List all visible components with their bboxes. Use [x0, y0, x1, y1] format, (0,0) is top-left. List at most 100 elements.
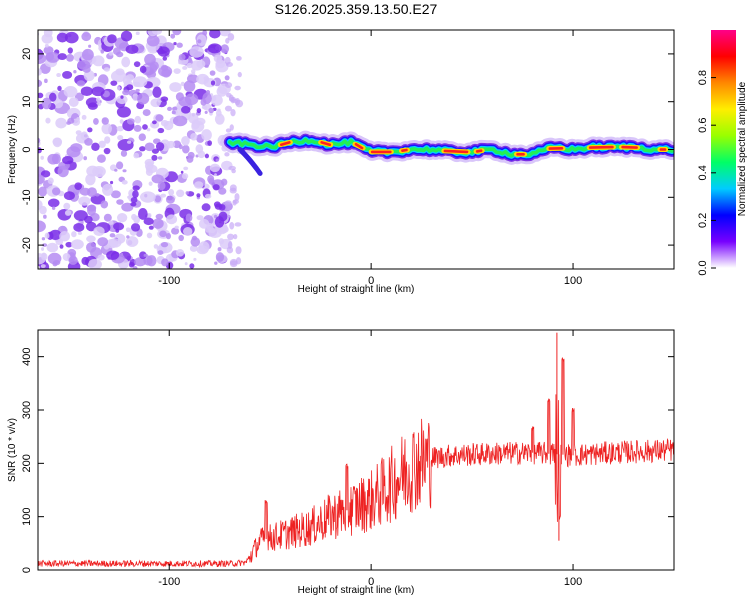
- noise-blob: [210, 80, 216, 86]
- noise-blob: [126, 140, 132, 144]
- noise-blob: [52, 260, 61, 266]
- noise-blob: [101, 117, 109, 125]
- noise-blob: [183, 80, 196, 93]
- noise-blob: [224, 200, 232, 205]
- noise-blob: [73, 70, 77, 74]
- noise-blob: [204, 64, 209, 68]
- noise-blob: [71, 239, 84, 250]
- noise-blob: [126, 235, 130, 239]
- noise-blob: [174, 225, 179, 230]
- noise-blob: [166, 140, 176, 149]
- noise-blob: [85, 173, 96, 186]
- noise-blob: [82, 66, 91, 73]
- noise-blob: [152, 218, 164, 229]
- snr-xtick-label: 100: [564, 576, 582, 588]
- noise-blob: [122, 169, 127, 173]
- noise-blob: [234, 85, 241, 91]
- noise-blob: [224, 56, 231, 65]
- noise-blob: [76, 80, 86, 87]
- noise-blob: [43, 30, 53, 38]
- noise-blob: [38, 137, 41, 144]
- noise-blob: [103, 147, 111, 155]
- noise-blob: [232, 98, 239, 104]
- noise-blob: [185, 213, 193, 222]
- noise-blob: [52, 187, 61, 196]
- noise-blob: [160, 193, 167, 198]
- noise-blob: [62, 70, 73, 79]
- noise-blob: [116, 161, 124, 170]
- noise-blob: [83, 70, 95, 82]
- noise-blob: [121, 56, 131, 68]
- noise-blob: [209, 70, 216, 76]
- noise-blob: [130, 201, 137, 207]
- noise-blob: [181, 135, 190, 146]
- signal-peak: [279, 141, 291, 147]
- noise-blob: [56, 73, 61, 78]
- noise-blob: [86, 235, 96, 243]
- noise-blob: [146, 232, 153, 239]
- noise-blob: [116, 199, 124, 205]
- snr-content: [38, 332, 674, 569]
- noise-blob: [139, 65, 147, 74]
- noise-blob: [204, 153, 210, 159]
- noise-blob: [64, 210, 72, 216]
- spec-ytick-label: 20: [21, 48, 33, 60]
- noise-blob: [88, 44, 92, 48]
- noise-blob: [144, 53, 156, 66]
- noise-blob: [161, 68, 172, 78]
- noise-blob: [59, 244, 64, 249]
- noise-blob: [178, 53, 186, 61]
- noise-blob: [81, 114, 87, 120]
- spec-ytick-label: 0: [21, 146, 33, 152]
- noise-blob: [173, 42, 177, 46]
- noise-blob: [132, 190, 139, 199]
- noise-blob: [154, 195, 162, 203]
- noise-blob: [214, 261, 218, 265]
- noise-blob: [44, 232, 50, 239]
- noise-blob: [142, 124, 148, 130]
- noise-blob: [134, 257, 147, 267]
- noise-blob: [102, 183, 114, 196]
- noise-blob: [44, 43, 49, 48]
- noise-blob: [122, 89, 130, 96]
- noise-blob: [40, 155, 44, 160]
- noise-blob: [173, 68, 181, 75]
- noise-blob: [233, 233, 238, 240]
- spec-ytick-label: -20: [21, 237, 33, 253]
- noise-blob: [55, 117, 67, 129]
- noise-blob: [236, 55, 242, 61]
- noise-blob: [101, 123, 112, 135]
- noise-blob: [197, 150, 206, 159]
- noise-blob: [183, 166, 189, 171]
- noise-blob: [47, 198, 60, 208]
- snr-ytick-label: 400: [21, 347, 33, 365]
- noise-blob: [208, 107, 215, 114]
- spec-xtick-label: 0: [368, 275, 374, 287]
- noise-blob: [162, 56, 168, 61]
- signal-peak: [443, 149, 469, 154]
- snr-ytick-label: 0: [21, 567, 33, 573]
- noise-blob: [234, 222, 242, 227]
- noise-blob: [62, 156, 74, 165]
- noise-blob: [215, 252, 225, 262]
- noise-blob: [204, 110, 208, 114]
- noise-blob: [207, 175, 215, 184]
- noise-blob: [49, 229, 62, 241]
- noise-blob: [146, 255, 157, 267]
- spec-ytick-label: 10: [21, 96, 33, 108]
- noise-blob: [81, 32, 92, 42]
- noise-blob: [87, 102, 98, 110]
- noise-blob: [161, 258, 169, 267]
- noise-blob: [86, 242, 97, 253]
- noise-blob: [116, 125, 124, 132]
- noise-blob: [178, 60, 182, 65]
- noise-blob: [81, 48, 94, 61]
- noise-blob: [170, 33, 176, 39]
- noise-blob: [96, 154, 106, 163]
- noise-blob: [78, 196, 91, 206]
- noise-blob: [157, 127, 165, 134]
- noise-blob: [134, 115, 142, 124]
- noise-blob: [80, 131, 88, 140]
- noise-blob: [84, 215, 93, 224]
- noise-blob: [135, 31, 140, 36]
